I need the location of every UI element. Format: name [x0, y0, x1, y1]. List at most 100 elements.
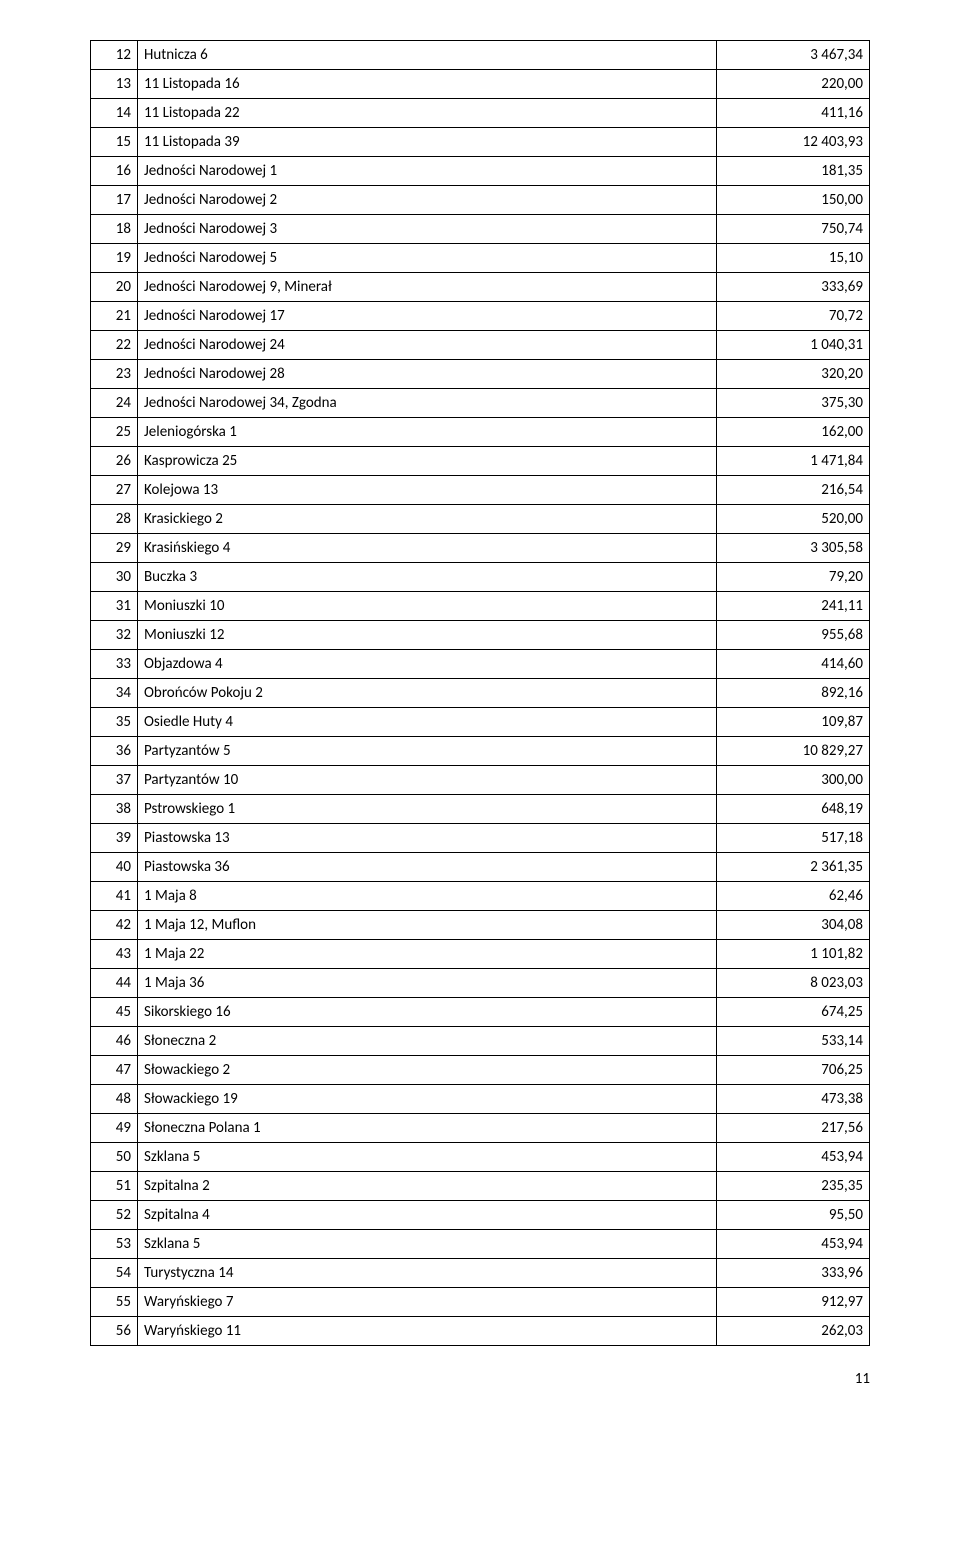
row-name: Szpitalna 4	[138, 1201, 717, 1230]
row-value: 912,97	[717, 1288, 870, 1317]
row-name: Partyzantów 5	[138, 737, 717, 766]
row-value: 216,54	[717, 476, 870, 505]
row-name: Słoneczna 2	[138, 1027, 717, 1056]
row-number: 39	[91, 824, 138, 853]
table-row: 35Osiedle Huty 4109,87	[91, 708, 870, 737]
row-number: 40	[91, 853, 138, 882]
row-value: 109,87	[717, 708, 870, 737]
table-row: 411 Maja 862,46	[91, 882, 870, 911]
row-name: Szpitalna 2	[138, 1172, 717, 1201]
row-value: 453,94	[717, 1143, 870, 1172]
table-row: 53Szklana 5453,94	[91, 1230, 870, 1259]
row-number: 46	[91, 1027, 138, 1056]
table-row: 20Jedności Narodowej 9, Minerał333,69	[91, 273, 870, 302]
row-number: 33	[91, 650, 138, 679]
row-number: 51	[91, 1172, 138, 1201]
row-name: Buczka 3	[138, 563, 717, 592]
table-row: 431 Maja 221 101,82	[91, 940, 870, 969]
table-row: 38Pstrowskiego 1648,19	[91, 795, 870, 824]
row-name: Jedności Narodowej 3	[138, 215, 717, 244]
table-row: 51Szpitalna 2235,35	[91, 1172, 870, 1201]
row-name: Szklana 5	[138, 1143, 717, 1172]
row-value: 453,94	[717, 1230, 870, 1259]
row-value: 235,35	[717, 1172, 870, 1201]
data-table: 12Hutnicza 63 467,341311 Listopada 16220…	[90, 40, 870, 1346]
row-name: Piastowska 36	[138, 853, 717, 882]
row-value: 1 471,84	[717, 447, 870, 476]
row-value: 220,00	[717, 70, 870, 99]
row-name: Słowackiego 19	[138, 1085, 717, 1114]
table-row: 421 Maja 12, Muflon304,08	[91, 911, 870, 940]
table-row: 31Moniuszki 10241,11	[91, 592, 870, 621]
table-row: 33Objazdowa 4414,60	[91, 650, 870, 679]
row-value: 375,30	[717, 389, 870, 418]
row-value: 533,14	[717, 1027, 870, 1056]
row-name: Waryńskiego 7	[138, 1288, 717, 1317]
table-row: 46Słoneczna 2533,14	[91, 1027, 870, 1056]
table-row: 40Piastowska 362 361,35	[91, 853, 870, 882]
row-number: 44	[91, 969, 138, 998]
row-name: Sikorskiego 16	[138, 998, 717, 1027]
row-name: Jedności Narodowej 9, Minerał	[138, 273, 717, 302]
row-value: 1 101,82	[717, 940, 870, 969]
row-value: 300,00	[717, 766, 870, 795]
row-value: 1 040,31	[717, 331, 870, 360]
row-number: 23	[91, 360, 138, 389]
row-value: 320,20	[717, 360, 870, 389]
row-number: 31	[91, 592, 138, 621]
table-row: 16Jedności Narodowej 1181,35	[91, 157, 870, 186]
row-value: 62,46	[717, 882, 870, 911]
row-name: Osiedle Huty 4	[138, 708, 717, 737]
row-number: 38	[91, 795, 138, 824]
row-number: 55	[91, 1288, 138, 1317]
row-number: 22	[91, 331, 138, 360]
row-value: 473,38	[717, 1085, 870, 1114]
table-row: 1511 Listopada 3912 403,93	[91, 128, 870, 157]
row-name: Turystyczna 14	[138, 1259, 717, 1288]
row-number: 41	[91, 882, 138, 911]
row-value: 674,25	[717, 998, 870, 1027]
row-name: Kasprowicza 25	[138, 447, 717, 476]
row-number: 30	[91, 563, 138, 592]
table-row: 12Hutnicza 63 467,34	[91, 41, 870, 70]
row-value: 162,00	[717, 418, 870, 447]
table-row: 39Piastowska 13517,18	[91, 824, 870, 853]
row-value: 79,20	[717, 563, 870, 592]
row-name: Jedności Narodowej 17	[138, 302, 717, 331]
table-row: 21Jedności Narodowej 1770,72	[91, 302, 870, 331]
row-value: 2 361,35	[717, 853, 870, 882]
table-row: 1411 Listopada 22411,16	[91, 99, 870, 128]
row-number: 36	[91, 737, 138, 766]
row-name: Piastowska 13	[138, 824, 717, 853]
row-number: 25	[91, 418, 138, 447]
row-name: Jedności Narodowej 1	[138, 157, 717, 186]
table-row: 55Waryńskiego 7912,97	[91, 1288, 870, 1317]
row-value: 520,00	[717, 505, 870, 534]
table-row: 36Partyzantów 510 829,27	[91, 737, 870, 766]
row-number: 24	[91, 389, 138, 418]
row-name: Szklana 5	[138, 1230, 717, 1259]
row-value: 8 023,03	[717, 969, 870, 998]
row-value: 414,60	[717, 650, 870, 679]
row-name: Jedności Narodowej 34, Zgodna	[138, 389, 717, 418]
row-number: 35	[91, 708, 138, 737]
page-number: 11	[90, 1370, 870, 1388]
row-name: Objazdowa 4	[138, 650, 717, 679]
row-value: 892,16	[717, 679, 870, 708]
row-name: Jeleniogórska 1	[138, 418, 717, 447]
table-row: 441 Maja 368 023,03	[91, 969, 870, 998]
table-row: 29Krasińskiego 43 305,58	[91, 534, 870, 563]
row-name: Pstrowskiego 1	[138, 795, 717, 824]
row-value: 70,72	[717, 302, 870, 331]
row-number: 45	[91, 998, 138, 1027]
row-value: 750,74	[717, 215, 870, 244]
row-name: 11 Listopada 16	[138, 70, 717, 99]
row-number: 42	[91, 911, 138, 940]
table-row: 34Obrońców Pokoju 2892,16	[91, 679, 870, 708]
row-name: Moniuszki 10	[138, 592, 717, 621]
table-row: 49Słoneczna Polana 1217,56	[91, 1114, 870, 1143]
row-value: 333,96	[717, 1259, 870, 1288]
row-name: 1 Maja 12, Muflon	[138, 911, 717, 940]
table-row: 1311 Listopada 16220,00	[91, 70, 870, 99]
table-row: 22Jedności Narodowej 241 040,31	[91, 331, 870, 360]
